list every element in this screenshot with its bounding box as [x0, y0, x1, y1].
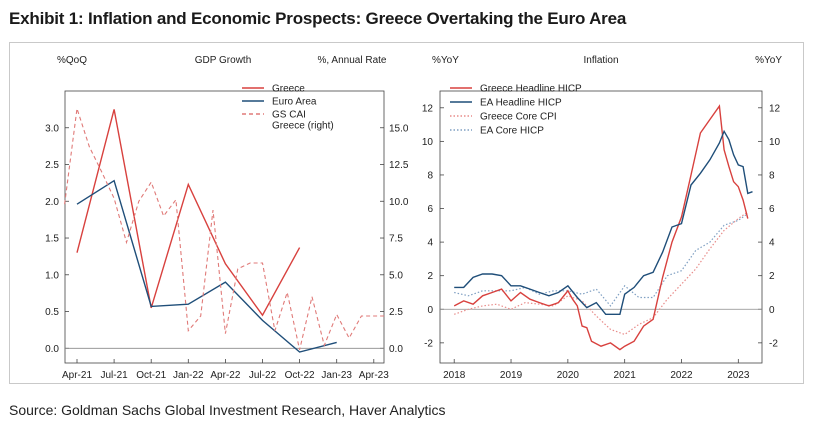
gdp-x-tick-label: Jul-21: [100, 370, 128, 381]
inflation-legend-label-ea-core-hicp: EA Core HICP: [480, 126, 544, 137]
gdp-x-tick-label: Jan-23: [321, 370, 352, 381]
inflation-right-tick-label: 6: [769, 204, 775, 215]
gdp-left-tick-label: 0.5: [45, 307, 59, 318]
gdp-x-tick-label: Jan-22: [173, 370, 204, 381]
gdp-left-tick-label: 3.0: [45, 123, 59, 134]
charts-svg: %QoQ GDP Growth %, Annual Rate 0.0 0.5 1.0 1.5…: [45, 55, 782, 381]
inflation-plot-box: [439, 90, 763, 364]
inflation-left-tick-label: 10: [422, 137, 434, 148]
inflation-left-tick-label: 12: [422, 103, 434, 114]
gdp-legend-label-gs-cai-greece-right: Greece (right): [272, 121, 334, 132]
gdp-x-tick-label: Apr-22: [210, 370, 240, 381]
gdp-right-tick-label: 12.5: [389, 160, 409, 171]
source-note: Source: Goldman Sachs Global Investment …: [9, 402, 446, 418]
gdp-x-tick-label: Oct-22: [285, 370, 315, 381]
gdp-left-axis-label: %QoQ: [57, 55, 87, 66]
gdp-left-tick-label: 1.0: [45, 270, 59, 281]
gdp-right-tick-label: 7.5: [389, 234, 403, 245]
inflation-x-tick-label: 2022: [670, 370, 693, 381]
gdp-right-axis-label: %, Annual Rate: [318, 55, 387, 66]
inflation-series-line-ea-core-hicp: [454, 213, 749, 307]
gdp-plot-box: [64, 90, 385, 364]
exhibit-title: Exhibit 1: Inflation and Economic Prospe…: [9, 9, 627, 28]
inflation-right-tick-label: 2: [769, 271, 775, 282]
gdp-x-tick-label: Oct-21: [136, 370, 166, 381]
inflation-x-tick-label: 2019: [500, 370, 523, 381]
inflation-right-tick-label: 8: [769, 170, 775, 181]
gdp-series-line-gs-cai-greece-right: [64, 108, 387, 350]
inflation-right-tick-label: -2: [769, 338, 778, 349]
inflation-left-tick-label: -2: [424, 338, 433, 349]
inflation-left-axis-label: %YoY: [432, 55, 459, 66]
gdp-chart-title: GDP Growth: [195, 55, 252, 66]
inflation-chart-title: Inflation: [583, 55, 618, 66]
gdp-right-tick-label: 0.0: [389, 344, 403, 355]
inflation-left-tick-label: 8: [427, 170, 433, 181]
inflation-right-axis-label: %YoY: [755, 55, 782, 66]
gdp-legend-label-gs-cai-greece-right: GS CAI: [272, 110, 306, 121]
inflation-legend-label-greece-core-cpi: Greece Core CPI: [480, 112, 557, 123]
gdp-left-tick-label: 1.5: [45, 234, 59, 245]
gdp-legend-label-euro-area: Euro Area: [272, 97, 317, 108]
gdp-left-tick-label: 0.0: [45, 344, 59, 355]
charts-frame: %QoQ GDP Growth %, Annual Rate 0.0 0.5 1.0 1.5…: [9, 42, 804, 384]
inflation-left-tick-label: 0: [427, 305, 433, 316]
inflation-left-tick-label: 4: [427, 238, 433, 249]
inflation-x-tick-label: 2021: [614, 370, 637, 381]
inflation-right-tick-label: 12: [769, 103, 781, 114]
gdp-series-line-euro-area: [76, 179, 337, 353]
gdp-series-line-greece: [76, 109, 301, 317]
inflation-series-line-greece-core-cpi: [454, 211, 749, 336]
gdp-left-tick-label: 2.0: [45, 197, 59, 208]
inflation-right-tick-label: 0: [769, 305, 775, 316]
inflation-x-tick-label: 2020: [557, 370, 580, 381]
gdp-right-tick-label: 5.0: [389, 270, 403, 281]
inflation-series-line-greece-headline-hicp: [453, 104, 749, 351]
gdp-right-tick-label: 10.0: [389, 197, 409, 208]
inflation-series-line-ea-headline-hicp: [454, 129, 753, 315]
gdp-right-tick-label: 2.5: [389, 307, 403, 318]
inflation-x-tick-label: 2023: [727, 370, 750, 381]
inflation-left-tick-label: 2: [427, 271, 433, 282]
gdp-x-tick-label: Apr-23: [359, 370, 389, 381]
gdp-x-tick-label: Apr-21: [62, 370, 92, 381]
inflation-right-tick-label: 10: [769, 137, 781, 148]
gdp-legend-label-greece: Greece: [272, 84, 305, 95]
inflation-left-tick-label: 6: [427, 204, 433, 215]
inflation-right-tick-label: 4: [769, 238, 775, 249]
gdp-left-tick-label: 2.5: [45, 160, 59, 171]
inflation-x-tick-label: 2018: [443, 370, 466, 381]
inflation-legend-label-ea-headline-hicp: EA Headline HICP: [480, 98, 562, 109]
gdp-right-tick-label: 15.0: [389, 123, 409, 134]
gdp-x-tick-label: Jul-22: [249, 370, 277, 381]
inflation-legend-label-greece-headline-hicp: Greece Headline HICP: [480, 84, 582, 95]
